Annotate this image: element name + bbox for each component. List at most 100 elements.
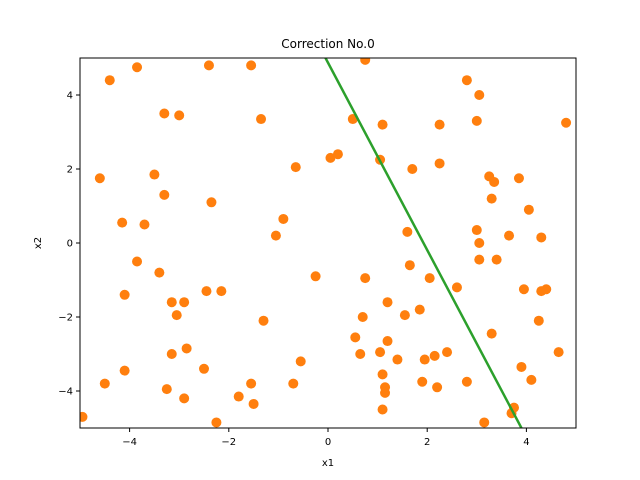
y-tick-label: 0 <box>67 239 73 250</box>
x-tick-label: 2 <box>424 437 430 448</box>
data-point <box>332 149 343 160</box>
data-point <box>278 213 289 224</box>
data-point <box>166 297 177 308</box>
data-point <box>325 152 336 163</box>
data-point <box>414 304 425 315</box>
data-point <box>474 238 485 248</box>
data-point <box>360 58 371 65</box>
data-point <box>434 158 445 169</box>
data-point <box>479 417 490 428</box>
data-point <box>179 393 190 404</box>
data-point <box>310 271 321 282</box>
data-point <box>94 173 105 184</box>
data-point <box>474 254 485 265</box>
boundary-line <box>324 58 523 428</box>
data-point <box>149 169 160 180</box>
data-point <box>179 297 190 308</box>
data-point <box>199 363 209 374</box>
x-tick-label: −2 <box>221 437 236 448</box>
data-point <box>471 115 482 126</box>
x-axis-label: x1 <box>322 458 334 469</box>
data-point <box>533 315 544 326</box>
decision-line <box>324 58 523 428</box>
data-point <box>513 173 524 184</box>
data-point <box>104 75 115 86</box>
data-point <box>451 282 462 293</box>
data-point <box>233 391 244 402</box>
data-point <box>399 310 410 321</box>
data-point <box>382 297 393 308</box>
chart-title: Correction No.0 <box>281 37 374 51</box>
data-point <box>248 398 259 409</box>
data-point <box>246 60 257 71</box>
data-point <box>377 369 388 380</box>
data-point <box>171 310 182 321</box>
data-point <box>161 384 172 395</box>
data-point <box>442 347 453 358</box>
data-point <box>526 374 537 385</box>
data-point <box>461 75 472 86</box>
data-point <box>119 289 130 300</box>
data-point <box>139 219 150 230</box>
data-point <box>132 256 143 267</box>
data-point <box>402 226 413 237</box>
y-tick-label: −2 <box>58 313 73 324</box>
data-point <box>407 164 418 174</box>
y-axis-label: x2 <box>33 237 44 249</box>
data-point <box>377 404 388 415</box>
data-point <box>159 108 170 119</box>
data-point <box>258 315 269 326</box>
data-point <box>536 232 547 243</box>
data-point <box>216 286 227 297</box>
data-point <box>166 349 177 359</box>
data-point <box>417 376 428 387</box>
data-point <box>419 354 430 365</box>
y-tick-label: 4 <box>67 91 73 102</box>
data-point <box>132 62 143 73</box>
data-point <box>471 225 482 236</box>
data-point <box>516 361 527 372</box>
data-point <box>523 204 534 215</box>
data-point <box>211 417 222 428</box>
y-tick-label: 2 <box>67 165 73 176</box>
data-point <box>489 176 500 187</box>
data-point <box>295 356 306 367</box>
data-point <box>246 378 257 389</box>
data-point <box>504 230 515 241</box>
data-point <box>99 378 110 389</box>
data-point <box>380 387 391 398</box>
data-point <box>181 343 192 354</box>
data-point <box>350 332 361 343</box>
data-point <box>404 260 415 271</box>
x-axis-ticks: −4 −2 0 2 4 <box>122 428 530 448</box>
x-tick-label: 4 <box>523 437 529 448</box>
data-point <box>561 117 572 128</box>
x-tick-label: −4 <box>122 437 137 448</box>
data-point <box>288 378 299 389</box>
data-point <box>206 197 217 208</box>
data-points <box>80 58 572 428</box>
data-point <box>518 284 529 295</box>
data-point <box>491 254 502 265</box>
data-point <box>541 284 552 295</box>
x-tick-label: 0 <box>325 437 331 448</box>
data-point <box>290 162 301 173</box>
data-point <box>375 347 386 358</box>
data-point <box>377 119 388 130</box>
data-point <box>203 60 214 71</box>
data-point <box>424 273 435 284</box>
data-point <box>154 267 165 278</box>
data-point <box>201 286 212 297</box>
data-point <box>486 328 497 339</box>
data-point <box>360 273 371 284</box>
data-point <box>159 189 170 200</box>
data-point <box>461 376 472 387</box>
data-point <box>486 193 497 204</box>
data-point <box>119 365 130 376</box>
data-point <box>429 350 440 361</box>
data-point <box>474 90 485 100</box>
data-point <box>174 110 185 121</box>
y-axis-ticks: −4 −2 0 2 4 <box>58 91 80 398</box>
data-point <box>256 114 267 125</box>
